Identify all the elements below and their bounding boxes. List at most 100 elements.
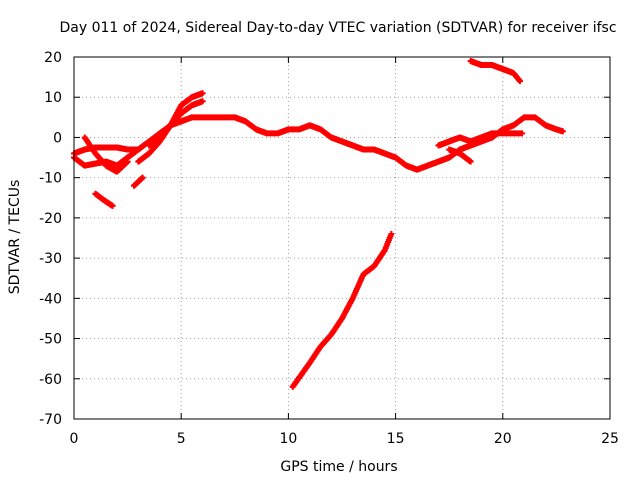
data-point (520, 131, 524, 135)
y-tick-label: -50 (39, 332, 62, 348)
grid (74, 57, 610, 419)
x-tick-label: 15 (387, 431, 405, 447)
data-point (522, 115, 526, 119)
data-point (501, 67, 505, 71)
y-tick-label: -60 (39, 372, 62, 388)
data-point (201, 115, 205, 119)
data-point (190, 103, 194, 107)
data-point (158, 135, 162, 139)
y-axis-label: SDTVAR / TECUs (7, 180, 23, 295)
data-point (561, 129, 565, 133)
data-point (244, 119, 248, 123)
data-point (372, 264, 376, 268)
data-point (104, 146, 108, 149)
data-point (179, 111, 183, 115)
plot-frame (73, 56, 611, 420)
data-point (136, 148, 140, 152)
data-point (201, 91, 205, 95)
data-point (141, 176, 145, 180)
x-tick-label: 5 (177, 431, 186, 447)
data-point (201, 99, 205, 103)
data-point (104, 164, 108, 168)
data-point (501, 131, 505, 135)
x-tick-label: 25 (601, 431, 619, 447)
data-point (340, 139, 344, 143)
series-mid-branch (146, 98, 206, 149)
data-point (83, 164, 87, 168)
data-point (340, 316, 344, 320)
data-point (469, 139, 473, 143)
data-point (351, 296, 355, 300)
data-point (533, 115, 537, 119)
data-point (404, 164, 408, 168)
data-point (394, 156, 398, 160)
data-point (469, 143, 473, 147)
data-point (115, 146, 119, 149)
y-tick-label: 0 (53, 130, 62, 146)
data-point (426, 164, 430, 168)
data-point (479, 135, 483, 139)
data-point (291, 385, 295, 389)
data-point (168, 123, 172, 127)
data-point (501, 127, 505, 131)
data-point (447, 139, 451, 143)
y-tick-label: 10 (44, 90, 62, 106)
data-point (308, 123, 312, 127)
x-tick-label: 20 (494, 431, 512, 447)
data-point (132, 184, 136, 188)
series-late-lower (435, 130, 526, 149)
series-upper-late (467, 58, 523, 85)
data-point (115, 164, 119, 168)
data-point (93, 152, 97, 156)
data-point (299, 373, 303, 377)
data-point (512, 71, 516, 75)
data-point (254, 127, 258, 131)
series-early-low (92, 190, 116, 209)
data-point (447, 148, 451, 152)
data-point (136, 180, 140, 184)
data-point (389, 232, 393, 236)
data-point (544, 123, 548, 127)
data-point (351, 143, 355, 147)
data-point (276, 131, 280, 135)
data-point (233, 115, 237, 119)
data-point (265, 131, 269, 135)
data-point (190, 115, 194, 119)
data-point (286, 127, 290, 131)
data-point (190, 95, 194, 99)
data-point (115, 170, 119, 174)
x-tick-label: 0 (70, 431, 79, 447)
data-point (469, 59, 473, 63)
data-point (83, 135, 87, 139)
data-point (447, 156, 451, 160)
data-point (126, 160, 130, 164)
data-point (383, 248, 387, 252)
data-point (469, 160, 473, 164)
data-point (136, 160, 140, 164)
data-point (479, 63, 483, 67)
y-tick-label: -70 (39, 412, 62, 428)
x-tick-label: 10 (279, 431, 297, 447)
data-point (361, 148, 365, 152)
data-point (361, 272, 365, 276)
data-point (126, 148, 130, 152)
data-point (554, 127, 558, 131)
data-point (147, 143, 151, 147)
data-point (147, 152, 151, 156)
series-loop-branch (81, 134, 131, 175)
data-point (329, 333, 333, 337)
data-point (319, 127, 323, 131)
y-tick-label: -10 (39, 171, 62, 187)
data-point (436, 160, 440, 164)
y-tick-label: 20 (44, 50, 62, 66)
data-point (111, 204, 115, 208)
data-point (319, 345, 323, 349)
data-point (222, 115, 226, 119)
series-late-dip (446, 146, 474, 165)
data-point (104, 200, 108, 204)
data-point (490, 63, 494, 67)
data-point (458, 152, 462, 156)
x-axis-label: GPS time / hours (280, 459, 397, 475)
